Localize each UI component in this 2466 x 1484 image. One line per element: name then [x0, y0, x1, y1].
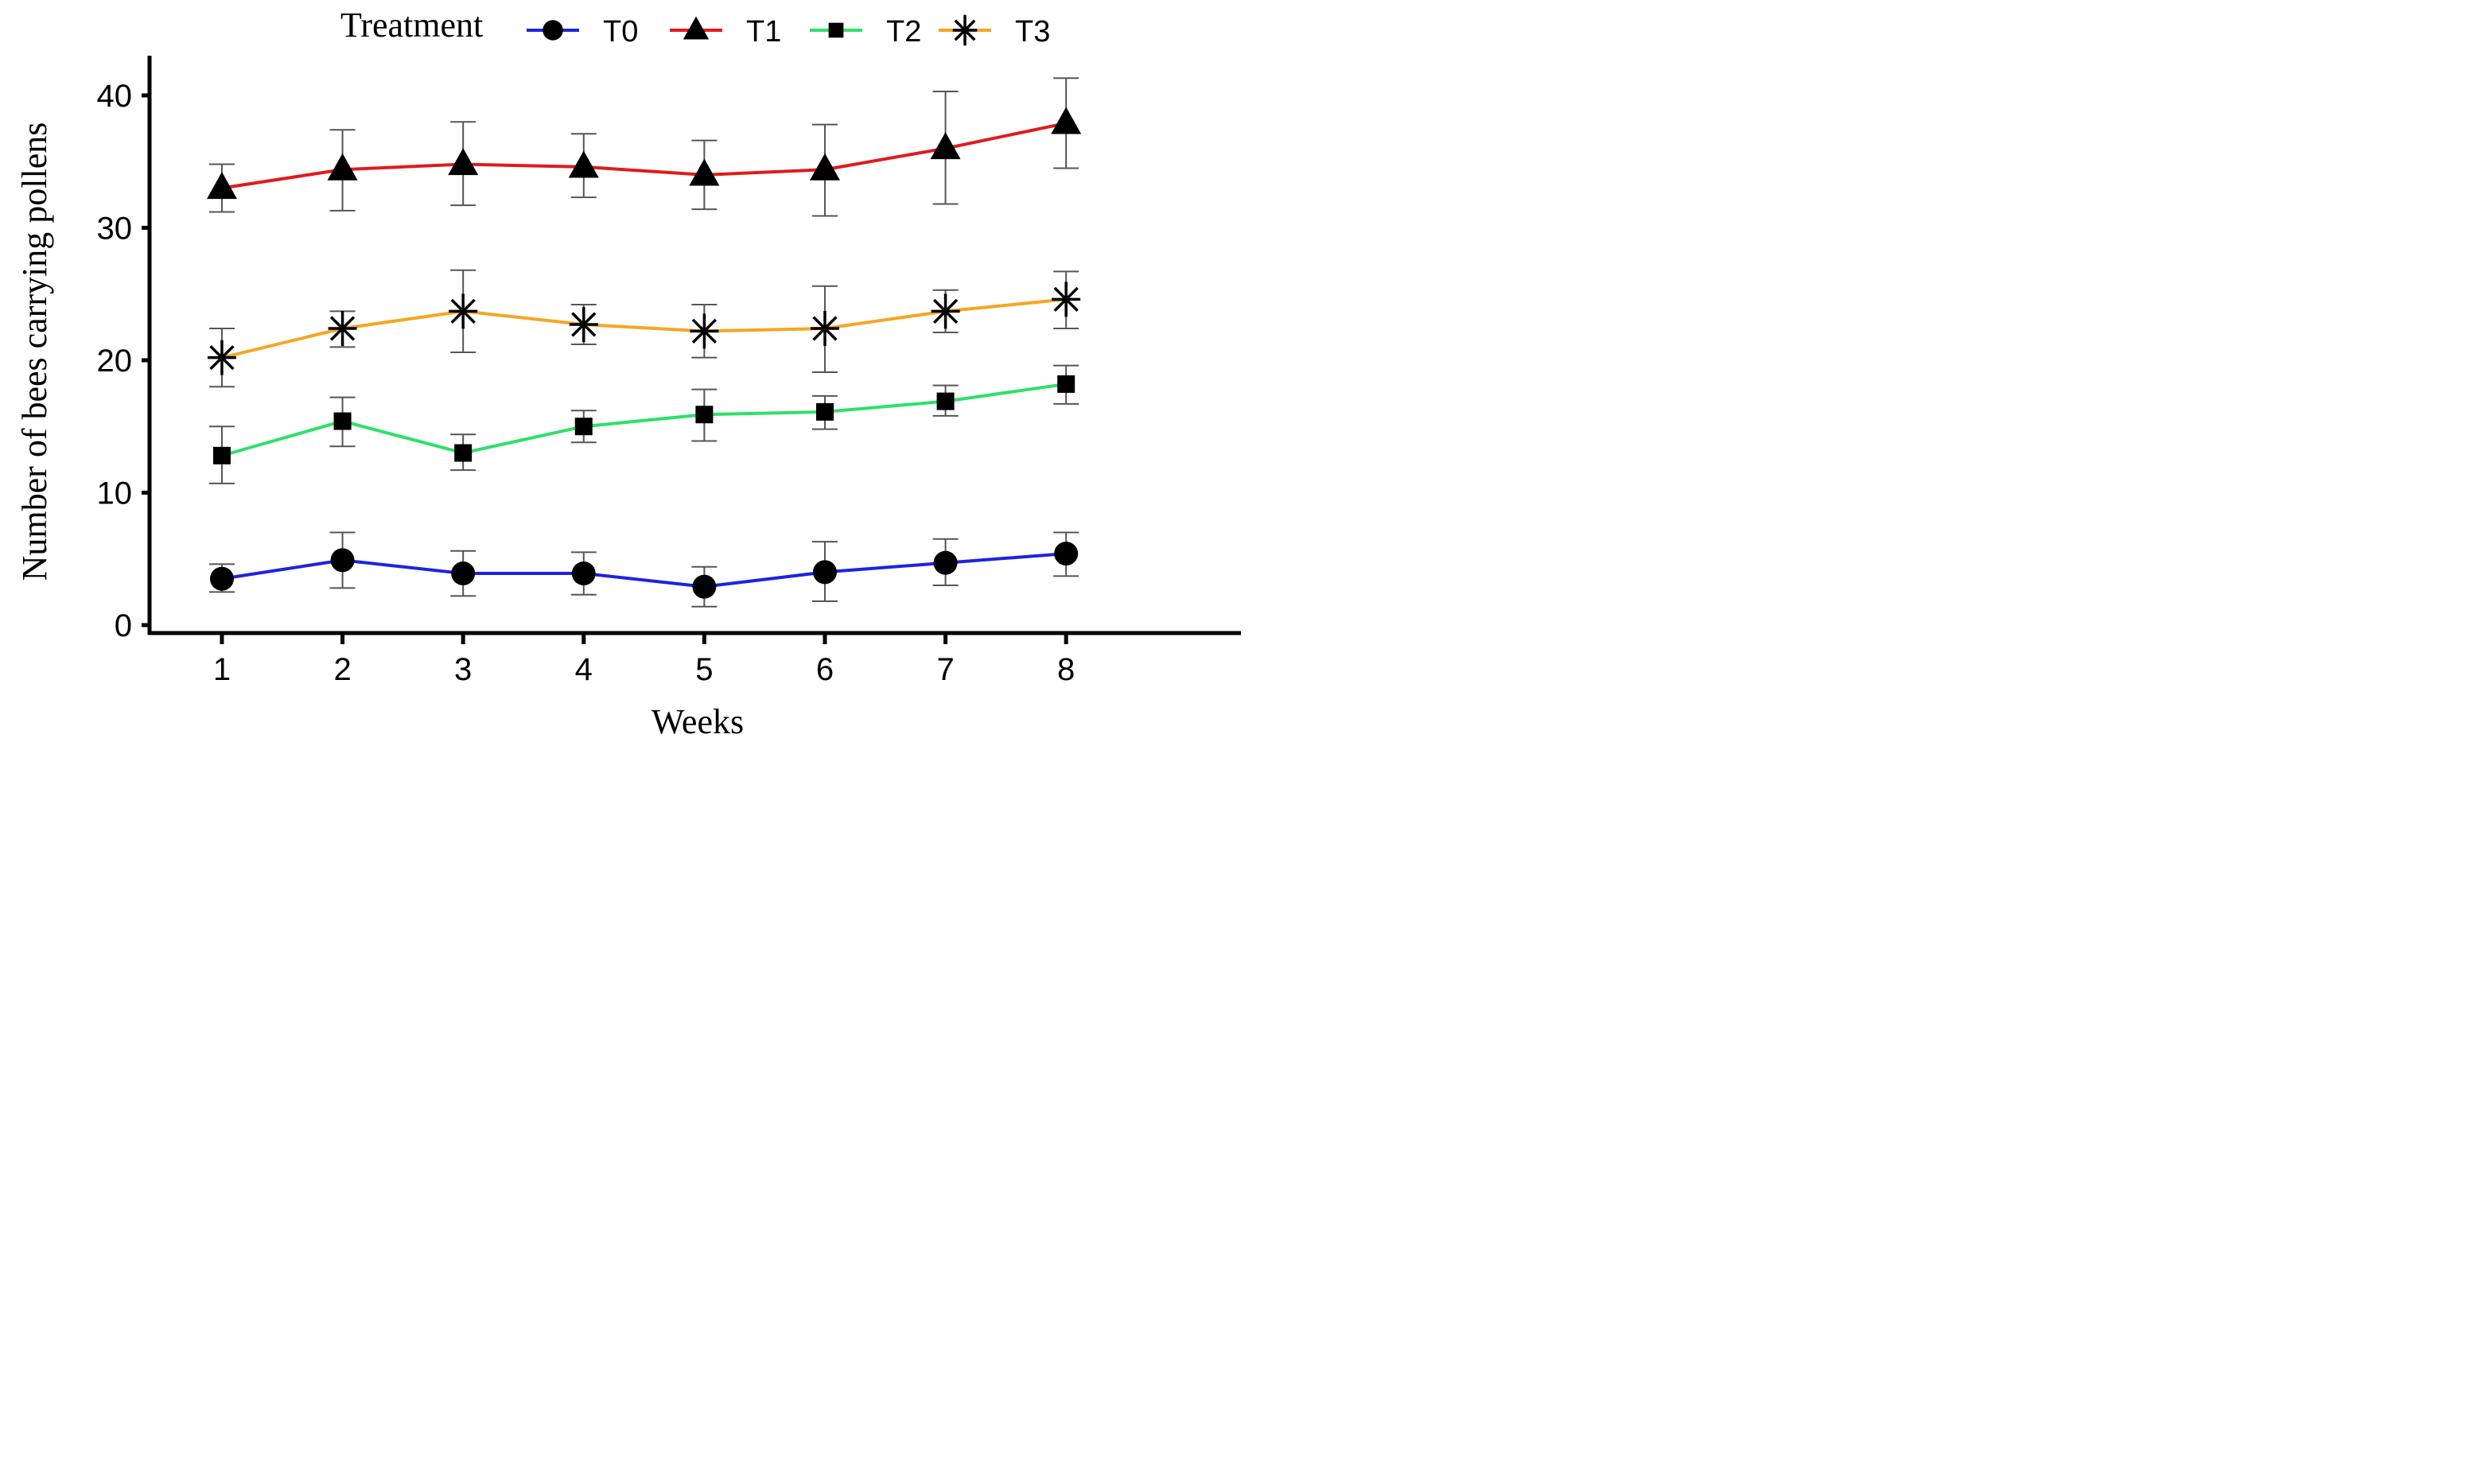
legend-item-t0: T0: [527, 15, 638, 49]
series-line: [221, 552, 1067, 589]
data-point: [330, 548, 355, 573]
data-point: [1054, 542, 1079, 566]
y-axis-title: Number of bees carrying pollens: [15, 122, 54, 581]
series-t2: [208, 364, 1079, 484]
x-axis-title: Weeks: [652, 702, 744, 741]
line-chart: Treatment T0 T1 T2 T3 Number of bees carryi…: [15, 6, 1241, 741]
data-point: [206, 172, 237, 200]
data-point: [333, 412, 352, 430]
legend: Treatment T0 T1 T2 T3: [340, 6, 1050, 49]
data-point: [809, 153, 840, 181]
data-point: [936, 392, 955, 410]
data-point: [690, 313, 719, 349]
legend-label: T0: [603, 15, 638, 49]
data-point: [207, 340, 236, 375]
data-point: [568, 150, 599, 178]
legend-label: T3: [1015, 15, 1050, 49]
data-point: [448, 148, 479, 176]
x-tick-label: 7: [936, 652, 954, 687]
x-tick-label: 4: [575, 652, 593, 687]
y-tick-label: 30: [97, 211, 133, 246]
data-point: [212, 446, 231, 464]
data-point: [1057, 375, 1075, 393]
legend-marker: [543, 20, 563, 41]
data-point: [327, 153, 358, 181]
series-t3: [207, 269, 1081, 388]
series-line: [221, 297, 1067, 359]
data-point: [689, 158, 720, 186]
data-point: [815, 402, 834, 421]
data-point: [569, 307, 598, 343]
x-tick-label: 2: [333, 652, 351, 687]
data-point: [209, 566, 234, 591]
data-point: [1052, 282, 1081, 317]
x-tick-label: 5: [695, 652, 713, 687]
legend-item-t1: T1: [670, 15, 781, 49]
data-point: [931, 293, 960, 329]
data-point: [933, 550, 958, 575]
series-t0: [208, 531, 1079, 608]
x-tick-label: 8: [1057, 652, 1075, 687]
legend-marker: [683, 16, 710, 40]
x-tick-label: 6: [816, 652, 834, 687]
data-point: [328, 311, 357, 347]
legend-item-t2: T2: [810, 15, 921, 49]
x-tick-label: 1: [213, 652, 231, 687]
data-point: [812, 560, 837, 585]
data-point: [454, 444, 473, 462]
series-t1: [206, 77, 1082, 217]
y-tick-label: 40: [97, 79, 133, 114]
data-point: [1051, 107, 1082, 134]
y-tick-label: 0: [115, 608, 132, 643]
data-point: [810, 311, 839, 347]
legend-marker: [952, 14, 978, 46]
y-tick-label: 10: [97, 476, 133, 511]
data-point: [571, 561, 596, 586]
data-point: [574, 418, 593, 436]
data-point: [449, 293, 478, 329]
x-tick-label: 3: [454, 652, 472, 687]
legend-item-t3: T3: [939, 14, 1050, 49]
legend-label: T2: [886, 15, 921, 49]
legend-label: T1: [746, 15, 781, 49]
legend-marker: [828, 22, 844, 38]
y-tick-label: 20: [97, 344, 133, 379]
legend-title: Treatment: [340, 6, 483, 45]
data-point: [930, 132, 961, 160]
data-point: [692, 574, 717, 599]
data-point: [695, 406, 714, 424]
data-point: [451, 561, 476, 586]
series-line: [221, 382, 1067, 457]
series-line: [221, 121, 1067, 190]
